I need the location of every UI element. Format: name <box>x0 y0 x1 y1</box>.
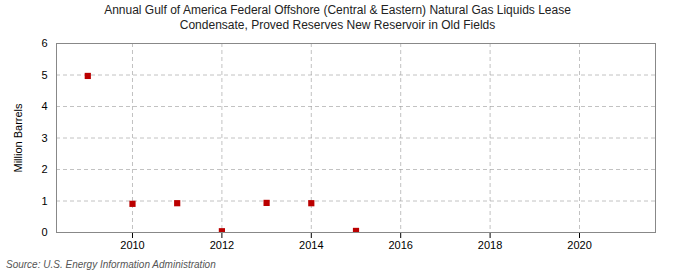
svg-text:6: 6 <box>41 37 47 49</box>
svg-text:2018: 2018 <box>478 239 502 251</box>
svg-text:0: 0 <box>41 226 47 238</box>
svg-text:2010: 2010 <box>120 239 144 251</box>
svg-text:2020: 2020 <box>567 239 591 251</box>
svg-text:1: 1 <box>41 195 47 207</box>
html-text:Annual Gulf of America Federal: Annual Gulf of America Federal Offshore … <box>104 3 571 17</box>
html-text:Condensate, Proved Reserves Ne: Condensate, Proved Reserves New Reservoi… <box>179 18 496 32</box>
svg-text:2012: 2012 <box>210 239 234 251</box>
svg-text:5: 5 <box>41 69 47 81</box>
svg-text:2: 2 <box>41 163 47 175</box>
svg-text:3: 3 <box>41 132 47 144</box>
svg-text:Million Barrels: Million Barrels <box>12 103 24 173</box>
svg-text:2014: 2014 <box>299 239 323 251</box>
svg-text:4: 4 <box>41 100 47 112</box>
html-text:Source: U.S. Energy Informatio: Source: U.S. Energy Information Administ… <box>6 259 216 270</box>
svg-text:2016: 2016 <box>388 239 412 251</box>
